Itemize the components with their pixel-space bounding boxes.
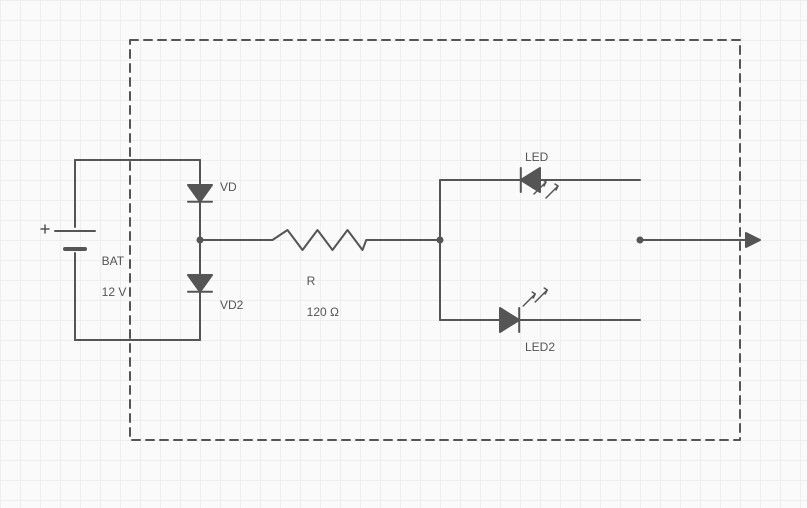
resistor-label: R 120 Ω bbox=[300, 258, 339, 320]
resistor-name: R bbox=[307, 274, 316, 288]
vd-label: VD bbox=[220, 180, 237, 196]
vd2-label: VD2 bbox=[220, 298, 243, 314]
led-label: LED bbox=[525, 150, 548, 166]
resistor-value: 120 Ω bbox=[307, 305, 339, 319]
led2-label: LED2 bbox=[525, 340, 555, 356]
battery-name: BAT bbox=[102, 254, 124, 268]
battery-value: 12 V bbox=[102, 285, 127, 299]
battery-label: BAT 12 V bbox=[95, 238, 126, 300]
